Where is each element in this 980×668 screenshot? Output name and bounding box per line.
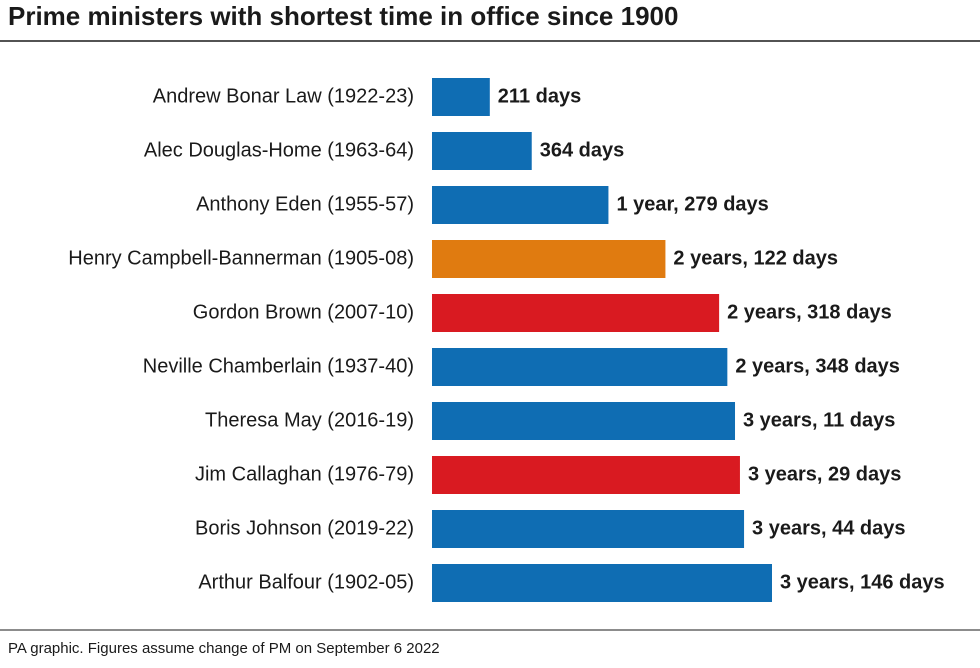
category-label: Henry Campbell-Bannerman (1905-08): [68, 247, 414, 269]
bar: [432, 456, 740, 494]
category-label: Anthony Eden (1955-57): [196, 193, 414, 215]
value-label: 3 years, 44 days: [752, 517, 905, 539]
bar: [432, 402, 736, 440]
value-label: 3 years, 29 days: [748, 463, 901, 485]
value-label: 2 years, 122 days: [673, 247, 838, 269]
value-label: 2 years, 318 days: [727, 301, 892, 323]
category-label: Gordon Brown (2007-10): [193, 301, 414, 323]
value-label: 3 years, 11 days: [743, 409, 895, 431]
category-label: Boris Johnson (2019-22): [195, 517, 414, 539]
value-label: 2 years, 348 days: [735, 355, 900, 377]
chart-title: Prime ministers with shortest time in of…: [8, 1, 678, 31]
bar: [432, 186, 609, 224]
bar: [432, 240, 666, 278]
category-label: Andrew Bonar Law (1922-23): [153, 85, 414, 107]
value-label: 1 year, 279 days: [616, 193, 768, 215]
category-label: Jim Callaghan (1976-79): [195, 463, 414, 485]
category-label: Neville Chamberlain (1937-40): [143, 355, 414, 377]
category-label: Arthur Balfour (1902-05): [198, 571, 414, 593]
value-label: 3 years, 146 days: [780, 571, 945, 593]
category-label: Theresa May (2016-19): [205, 409, 414, 431]
bar: [432, 348, 728, 386]
bar: [432, 78, 490, 116]
bar: [432, 132, 532, 170]
bar: [432, 564, 772, 602]
value-label: 364 days: [540, 139, 625, 161]
value-label: 211 days: [498, 85, 581, 107]
footnote: PA graphic. Figures assume change of PM …: [8, 640, 440, 657]
category-label: Alec Douglas-Home (1963-64): [144, 139, 414, 161]
bar: [432, 510, 745, 548]
bar: [432, 294, 720, 332]
